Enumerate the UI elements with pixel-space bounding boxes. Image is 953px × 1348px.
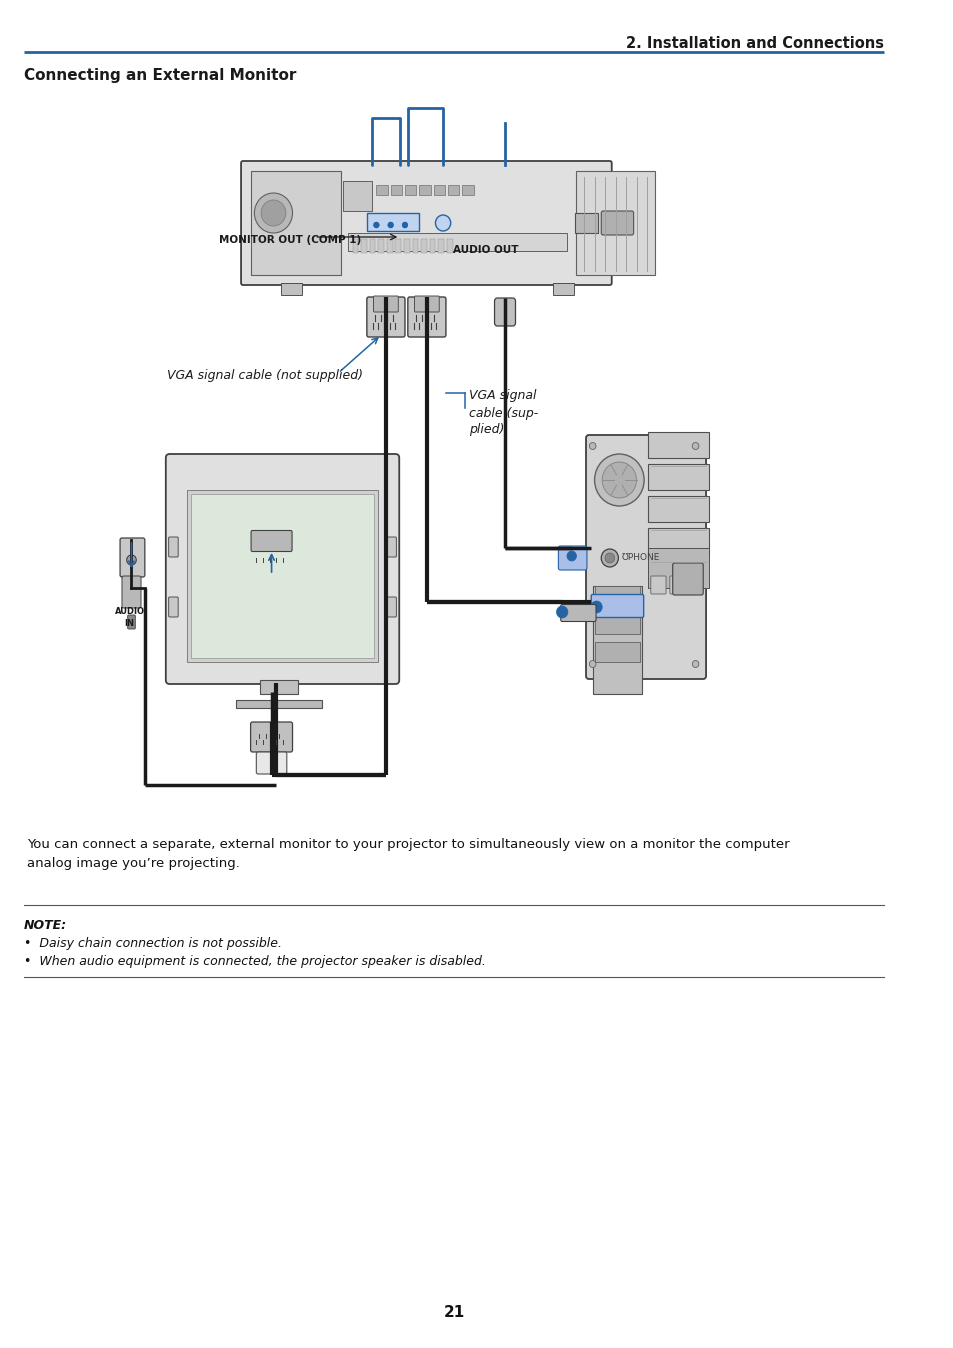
- Bar: [378, 239, 384, 253]
- Bar: [420, 239, 426, 253]
- Bar: [404, 185, 416, 195]
- Bar: [594, 613, 639, 634]
- FancyBboxPatch shape: [585, 435, 705, 679]
- Text: VGA signal: VGA signal: [468, 390, 536, 402]
- Text: VGA signal cable (not supplied): VGA signal cable (not supplied): [167, 369, 362, 381]
- Bar: [236, 700, 322, 708]
- Text: You can connect a separate, external monitor to your projector to simultaneously: You can connect a separate, external mon…: [27, 838, 788, 869]
- FancyBboxPatch shape: [650, 576, 665, 594]
- Bar: [647, 496, 708, 522]
- FancyBboxPatch shape: [558, 546, 586, 570]
- Bar: [647, 528, 708, 554]
- Bar: [260, 679, 298, 694]
- Bar: [367, 213, 418, 231]
- Bar: [461, 185, 473, 195]
- FancyBboxPatch shape: [374, 297, 397, 311]
- Text: cable (sup-: cable (sup-: [468, 407, 537, 421]
- FancyBboxPatch shape: [414, 297, 438, 311]
- Bar: [647, 549, 708, 588]
- Circle shape: [594, 454, 643, 506]
- Bar: [387, 239, 393, 253]
- FancyBboxPatch shape: [241, 160, 611, 284]
- Bar: [433, 185, 444, 195]
- Circle shape: [604, 553, 614, 563]
- Bar: [594, 586, 639, 607]
- Bar: [353, 239, 358, 253]
- Circle shape: [556, 607, 567, 617]
- FancyBboxPatch shape: [166, 454, 398, 683]
- FancyBboxPatch shape: [591, 594, 643, 617]
- FancyBboxPatch shape: [120, 538, 145, 577]
- Circle shape: [435, 214, 450, 231]
- Bar: [647, 464, 708, 491]
- Text: ℧PHONE: ℧PHONE: [620, 554, 659, 562]
- Bar: [395, 239, 400, 253]
- Bar: [429, 239, 435, 253]
- Bar: [574, 213, 598, 233]
- FancyBboxPatch shape: [600, 212, 633, 235]
- Bar: [576, 171, 654, 275]
- FancyBboxPatch shape: [256, 752, 287, 774]
- FancyBboxPatch shape: [669, 576, 684, 594]
- FancyBboxPatch shape: [251, 723, 293, 752]
- Bar: [592, 586, 641, 694]
- Circle shape: [590, 601, 601, 613]
- FancyBboxPatch shape: [251, 531, 292, 551]
- Circle shape: [401, 222, 407, 228]
- Text: •  When audio equipment is connected, the projector speaker is disabled.: • When audio equipment is connected, the…: [24, 954, 485, 968]
- Text: NOTE:: NOTE:: [24, 919, 67, 931]
- Text: plied): plied): [468, 423, 503, 435]
- FancyBboxPatch shape: [407, 297, 445, 337]
- Bar: [647, 431, 708, 458]
- Bar: [370, 239, 375, 253]
- FancyBboxPatch shape: [387, 597, 396, 617]
- FancyBboxPatch shape: [128, 615, 135, 630]
- FancyBboxPatch shape: [169, 597, 178, 617]
- Bar: [447, 185, 458, 195]
- Bar: [418, 185, 430, 195]
- Circle shape: [601, 462, 636, 497]
- Circle shape: [589, 442, 596, 449]
- Circle shape: [600, 549, 618, 568]
- Circle shape: [566, 551, 576, 561]
- Bar: [343, 181, 372, 212]
- Circle shape: [589, 661, 596, 667]
- Bar: [437, 239, 443, 253]
- FancyBboxPatch shape: [560, 604, 596, 621]
- FancyBboxPatch shape: [494, 298, 515, 326]
- Text: •  Daisy chain connection is not possible.: • Daisy chain connection is not possible…: [24, 937, 281, 950]
- Circle shape: [127, 555, 136, 565]
- Circle shape: [692, 661, 699, 667]
- Bar: [594, 642, 639, 662]
- Circle shape: [261, 200, 286, 226]
- Bar: [391, 185, 401, 195]
- Bar: [446, 239, 452, 253]
- Circle shape: [374, 222, 379, 228]
- FancyBboxPatch shape: [387, 537, 396, 557]
- Bar: [187, 491, 378, 662]
- Text: IN: IN: [125, 619, 134, 628]
- Circle shape: [388, 222, 394, 228]
- Circle shape: [692, 442, 699, 449]
- Text: AUDIO: AUDIO: [114, 607, 145, 616]
- Text: AUDIO OUT: AUDIO OUT: [452, 245, 517, 255]
- Bar: [552, 283, 573, 295]
- FancyBboxPatch shape: [367, 297, 404, 337]
- Text: Connecting an External Monitor: Connecting an External Monitor: [24, 67, 295, 84]
- Bar: [251, 171, 341, 275]
- Text: MONITOR OUT (COMP 1): MONITOR OUT (COMP 1): [219, 235, 361, 245]
- Text: 2. Installation and Connections: 2. Installation and Connections: [625, 36, 883, 51]
- Bar: [191, 493, 375, 658]
- Bar: [348, 233, 566, 251]
- Bar: [403, 239, 409, 253]
- FancyBboxPatch shape: [169, 537, 178, 557]
- FancyBboxPatch shape: [672, 563, 702, 594]
- Bar: [376, 185, 388, 195]
- Bar: [281, 283, 302, 295]
- Circle shape: [254, 193, 293, 233]
- FancyBboxPatch shape: [122, 576, 141, 608]
- Bar: [361, 239, 367, 253]
- Bar: [412, 239, 417, 253]
- Text: 21: 21: [443, 1305, 465, 1320]
